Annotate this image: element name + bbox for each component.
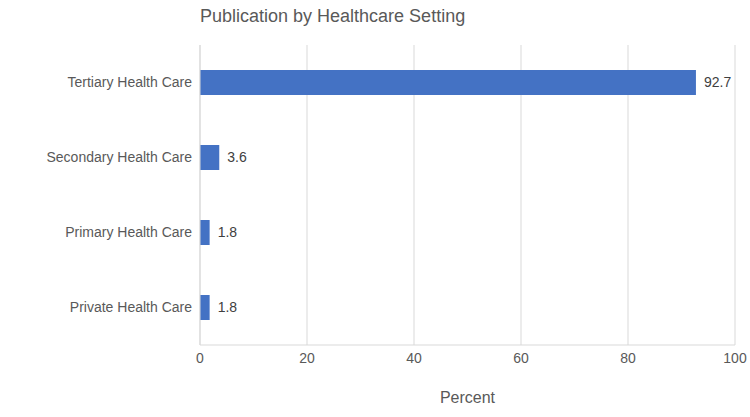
svg-text:Tertiary Health Care: Tertiary Health Care [68,74,193,90]
svg-text:80: 80 [620,350,636,366]
svg-text:Private Health Care: Private Health Care [70,299,192,315]
svg-text:92.7: 92.7 [704,74,731,90]
svg-text:3.6: 3.6 [227,149,247,165]
svg-text:100: 100 [723,350,742,366]
svg-text:40: 40 [406,350,422,366]
svg-text:0: 0 [196,350,204,366]
svg-text:Primary Health Care: Primary Health Care [65,224,192,240]
svg-text:1.8: 1.8 [218,224,238,240]
svg-text:Secondary Health Care: Secondary Health Care [46,149,192,165]
html-text:Publication by Healthcare Sett: Publication by Healthcare Setting [200,6,466,26]
svg-text:1.8: 1.8 [218,299,238,315]
svg-text:Percent: Percent [440,389,496,406]
svg-text:20: 20 [299,350,315,366]
svg-text:60: 60 [513,350,529,366]
